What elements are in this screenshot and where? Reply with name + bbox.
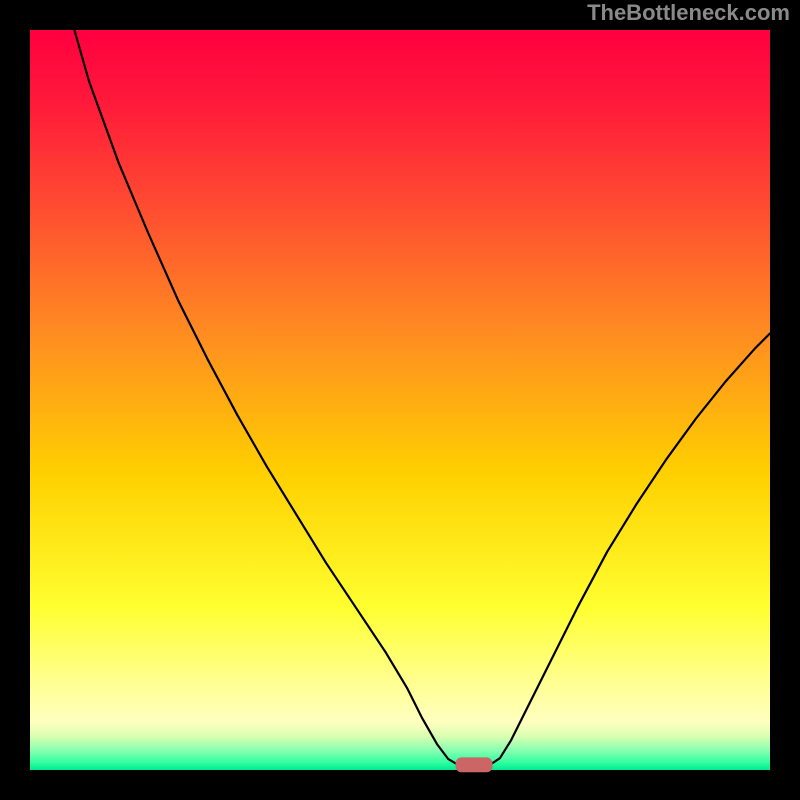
chart-container: TheBottleneck.com — [0, 0, 800, 800]
plot-background — [30, 30, 770, 770]
optimal-point-marker — [456, 757, 493, 772]
bottleneck-curve-chart — [0, 0, 800, 800]
